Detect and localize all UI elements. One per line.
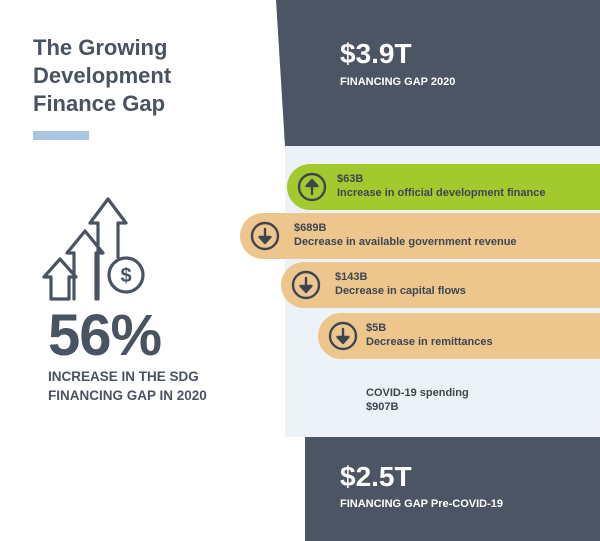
change-amount: $143B <box>335 271 368 283</box>
gap-2020-amount: $3.9T <box>340 38 412 69</box>
title-underline <box>33 131 89 140</box>
change-amount: $689B <box>294 222 327 234</box>
gap-pre-covid-amount: $2.5T <box>340 461 412 492</box>
arrow-up-circle-icon <box>297 172 327 202</box>
change-amount: $63B <box>337 173 364 185</box>
change-description: Decrease in available government revenue <box>294 236 517 248</box>
change-item-official-finance: $63B Increase in official development fi… <box>287 164 600 210</box>
title-line-1: The Growing <box>33 35 168 60</box>
change-description: Increase in official development finance <box>337 187 546 199</box>
page-title: The Growing Development Finance Gap <box>33 34 263 118</box>
change-item-capital-flows: $143B Decrease in capital flows <box>281 262 600 308</box>
gap-2020-label: FINANCING GAP 2020 <box>340 76 456 88</box>
financing-gap-2020-panel: $3.9T FINANCING GAP 2020 <box>276 0 600 146</box>
svg-text:$: $ <box>120 265 131 287</box>
change-description: Decrease in remittances <box>366 336 493 348</box>
rising-arrows-dollar-icon: $ <box>42 197 145 301</box>
financing-gap-pre-covid-panel: $2.5T FINANCING GAP Pre-COVID-19 <box>305 437 600 541</box>
covid-spending-label: COVID-19 spending <box>366 387 469 399</box>
growth-caption-line-1: INCREASE IN THE SDG <box>48 369 199 384</box>
change-amount: $5B <box>366 322 387 334</box>
gap-pre-covid-label: FINANCING GAP Pre-COVID-19 <box>340 498 503 510</box>
growth-caption: INCREASE IN THE SDG FINANCING GAP IN 202… <box>48 367 268 405</box>
arrow-down-circle-icon <box>328 321 358 351</box>
change-description: Decrease in capital flows <box>335 285 466 297</box>
growth-percent: 56% <box>48 303 162 368</box>
growth-caption-line-2: FINANCING GAP IN 2020 <box>48 388 207 403</box>
change-item-government-revenue: $689B Decrease in available government r… <box>240 213 600 259</box>
title-line-2: Development <box>33 63 172 88</box>
change-item-remittances: $5B Decrease in remittances <box>318 313 600 359</box>
arrow-down-circle-icon <box>250 221 280 251</box>
covid-spending-value: $907B <box>366 401 399 413</box>
arrow-down-circle-icon <box>291 270 321 300</box>
title-line-3: Finance Gap <box>33 91 166 116</box>
